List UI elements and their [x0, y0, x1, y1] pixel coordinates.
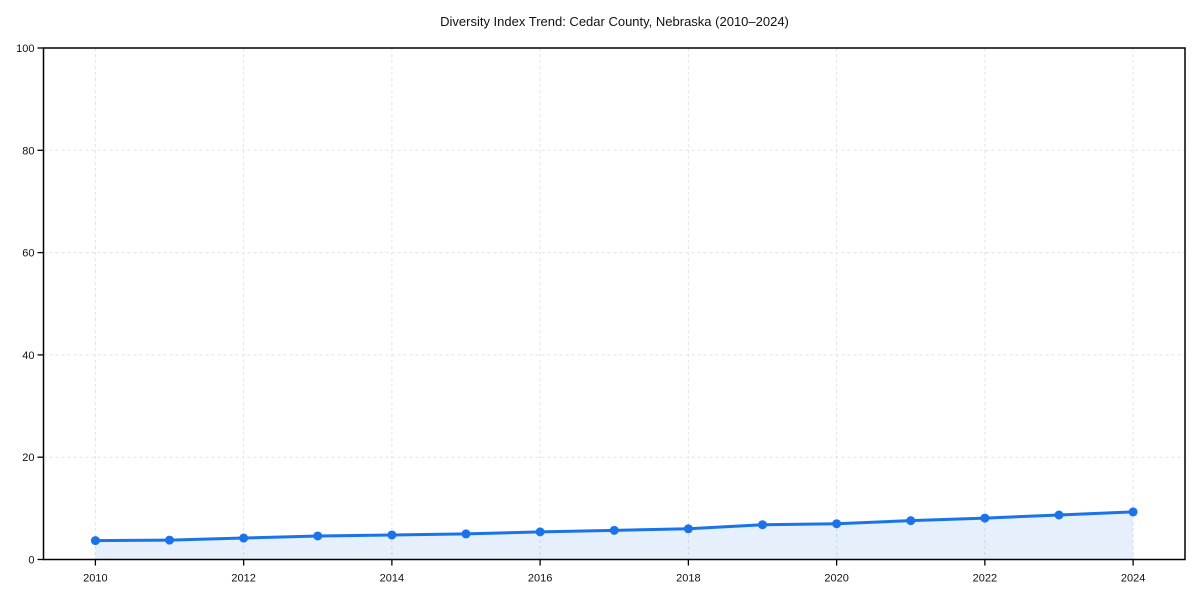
data-point-marker: [906, 516, 916, 526]
x-tick-label: 2022: [973, 573, 997, 585]
data-point-marker: [313, 531, 323, 541]
x-tick-label: 2010: [83, 573, 107, 585]
data-point-marker: [683, 524, 693, 534]
data-point-marker: [461, 529, 471, 539]
x-tick-label: 2018: [676, 573, 700, 585]
x-tick-label: 2016: [528, 573, 552, 585]
data-point-marker: [387, 530, 397, 540]
chart-title: Diversity Index Trend: Cedar County, Neb…: [440, 14, 789, 29]
data-point-marker: [90, 536, 100, 546]
y-tick-label: 80: [22, 145, 34, 157]
x-tick-label: 2024: [1121, 573, 1145, 585]
area-fill: [95, 511, 1134, 560]
y-tick-label: 60: [22, 248, 34, 260]
x-tick-label: 2012: [231, 573, 255, 585]
data-point-marker: [1128, 507, 1138, 517]
data-point-marker: [1054, 510, 1064, 520]
data-point-marker: [832, 519, 842, 529]
x-tick-label: 2014: [380, 573, 404, 585]
data-point-marker: [980, 513, 990, 523]
y-tick-label: 40: [22, 350, 34, 362]
data-point-marker: [165, 535, 175, 545]
data-point-marker: [757, 520, 767, 530]
x-tick-label: 2020: [824, 573, 848, 585]
y-tick-label: 100: [16, 43, 34, 55]
data-point-marker: [535, 527, 545, 537]
y-tick-label: 20: [22, 452, 34, 464]
data-point-marker: [239, 533, 249, 543]
data-point-marker: [609, 525, 619, 535]
y-tick-label: 0: [28, 555, 34, 567]
plot-border: [42, 47, 1186, 561]
